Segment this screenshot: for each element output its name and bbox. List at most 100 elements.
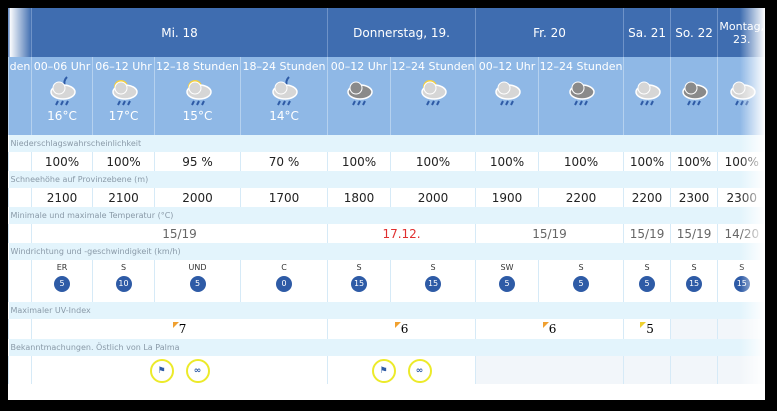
snow-value: 2000: [154, 188, 241, 207]
precip-value: 100%: [538, 152, 624, 171]
day-header[interactable]: Mi. 18: [30, 8, 328, 57]
period-label: [672, 60, 718, 73]
period-cell[interactable]: [623, 57, 671, 135]
period-label: 12–24 Stunden: [539, 60, 623, 73]
temp-range: 15/19: [670, 224, 718, 243]
uv-cell: 7: [30, 319, 328, 339]
dark-cloud-rain-icon: [672, 75, 718, 109]
waves-warning-icon[interactable]: ∞: [407, 358, 432, 383]
sun-cloud-rain-icon: [156, 75, 241, 109]
wind-cell: S 15: [670, 260, 718, 302]
period-temp: 15°C: [182, 109, 213, 123]
scroll-right-fade[interactable]: [740, 8, 765, 400]
uv-value: 6: [400, 322, 409, 336]
period-label: 06–12 Uhr: [95, 60, 152, 73]
wind-speed-badge: 5: [499, 276, 516, 292]
stub-cell: [8, 260, 32, 302]
period-cell[interactable]: 06–12 Uhr 17°C: [92, 57, 155, 135]
snow-value: 2100: [31, 188, 93, 207]
uv-flag-icon: [640, 322, 647, 328]
announcement-cell: [475, 356, 624, 384]
wind-warning-icon[interactable]: ⚑: [371, 358, 396, 383]
stub-cell: [8, 319, 32, 339]
temp-range: 15/19: [475, 224, 624, 243]
period-cell[interactable]: [670, 57, 718, 135]
period-label: 00–12 Uhr: [478, 60, 536, 73]
snow-value: 1700: [239, 188, 328, 207]
period-temp: 16°C: [47, 109, 77, 123]
cloud-rain-icon: [625, 75, 671, 109]
precip-value: 100%: [31, 152, 93, 171]
wind-cell: UND 5: [154, 260, 241, 302]
row-label: Maximaler UV-Index: [8, 302, 765, 319]
temp-range: 17.12.: [327, 224, 476, 243]
stub-cell: [8, 188, 32, 207]
precip-value: 70 %: [239, 152, 328, 171]
period-cell[interactable]: 12–18 Stunden 15°C: [154, 57, 241, 135]
precip-value: 100%: [670, 152, 718, 171]
wind-cell: S 15: [390, 260, 476, 302]
uv-value: 5: [646, 322, 654, 336]
wind-speed-badge: 10: [115, 276, 132, 292]
weather-forecast-table: Mi. 18 Donnerstag, 19. Fr. 20 Sa. 21 So.…: [8, 8, 765, 400]
stub-cell: [8, 224, 32, 243]
row-label: Niederschlagswahrscheinlichkeit: [8, 135, 765, 152]
waves-warning-icon[interactable]: ∞: [185, 358, 210, 383]
period-cell[interactable]: 00–12 Uhr: [475, 57, 539, 135]
period-label: 12–18 Stunden: [156, 60, 239, 73]
row-label: Bekanntmachungen. Östlich von La Palma: [8, 339, 765, 356]
night-cloud-rain-icon: [33, 75, 93, 109]
wind-speed-badge: 5: [639, 276, 656, 292]
period-cell[interactable]: 00–06 Uhr 16°C: [31, 57, 93, 135]
uv-cell: [670, 319, 718, 339]
wind-direction: ER: [56, 263, 68, 272]
precip-value: 100%: [92, 152, 155, 171]
wind-speed-badge: 5: [189, 276, 206, 292]
announcement-cell: ⚑ ∞: [327, 356, 476, 384]
snow-value: 2200: [538, 188, 624, 207]
announcement-cell: [670, 356, 718, 384]
uv-flag-icon: [172, 322, 179, 328]
precip-value: 100%: [390, 152, 476, 171]
period-label: 18–24 Stunden: [242, 60, 326, 73]
day-header[interactable]: Fr. 20: [475, 8, 624, 57]
temp-range: 15/19: [30, 224, 328, 243]
wind-cell: S 15: [327, 260, 391, 302]
wind-direction: C: [281, 263, 287, 272]
period-label: 00–06 Uhr: [33, 60, 91, 73]
period-cell[interactable]: 18–24 Stunden 14°C: [239, 57, 328, 135]
scroll-left-fade[interactable]: [8, 8, 32, 57]
temp-range: 15/19: [623, 224, 671, 243]
announcement-cell: ⚑ ∞: [30, 356, 328, 384]
sun-cloud-rain-icon: [392, 75, 476, 109]
period-cell[interactable]: 00–12 Uhr: [327, 57, 391, 135]
precip-value: 100%: [327, 152, 391, 171]
snow-value: 2000: [390, 188, 476, 207]
snow-value: 2100: [92, 188, 155, 207]
period-temp: 14°C: [269, 109, 299, 123]
wind-direction: S: [578, 263, 584, 272]
row-label: Windrichtung und -geschwindigkeit (km/h): [8, 243, 765, 260]
wind-direction: S: [120, 263, 127, 272]
precip-value: 95 %: [154, 152, 241, 171]
day-header[interactable]: Sa. 21: [623, 8, 671, 57]
period-label: den: [9, 60, 31, 73]
dark-cloud-rain-icon: [329, 75, 391, 109]
wind-speed-badge: 15: [351, 276, 368, 292]
uv-cell: 6: [327, 319, 476, 339]
precip-value: 100%: [475, 152, 539, 171]
day-header[interactable]: So. 22: [670, 8, 718, 57]
period-cell[interactable]: 12–24 Stunden: [538, 57, 624, 135]
period-cell[interactable]: 12–24 Stunden: [390, 57, 476, 135]
announcement-cell: [623, 356, 671, 384]
wind-cell: S 10: [92, 260, 155, 302]
wind-direction: S: [356, 263, 362, 272]
wind-cell: SW 5: [475, 260, 539, 302]
day-header[interactable]: Donnerstag, 19.: [327, 8, 476, 57]
uv-flag-icon: [542, 322, 549, 328]
period-temp: 17°C: [108, 109, 139, 123]
wind-speed-badge: 5: [54, 276, 70, 292]
wind-warning-icon[interactable]: ⚑: [149, 358, 174, 383]
